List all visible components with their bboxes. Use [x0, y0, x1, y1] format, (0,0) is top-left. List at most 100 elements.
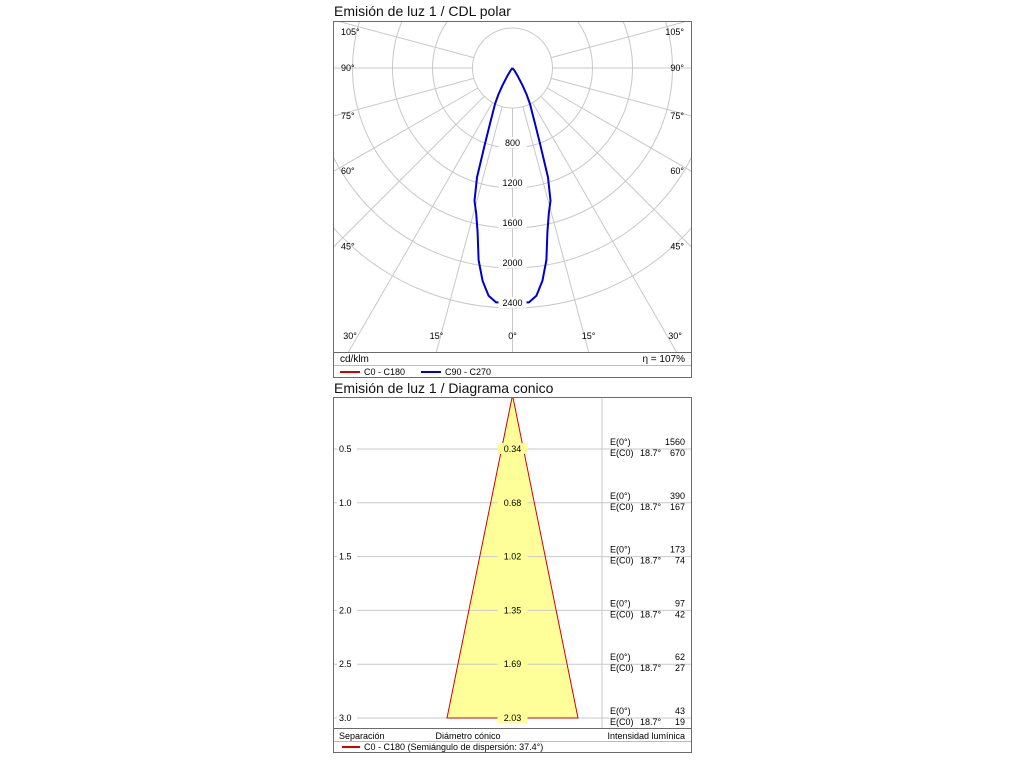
cone-e0-value: 1560 — [665, 437, 685, 447]
cone-angle-value: 18.7° — [640, 556, 662, 566]
legend-label: C90 - C270 — [445, 366, 492, 377]
cone-e0-label: E(0°) — [610, 706, 631, 716]
cone-e0-label: E(0°) — [610, 437, 631, 447]
polar-radial-label-bg — [498, 137, 527, 148]
cone-e0-label: E(0°) — [610, 598, 631, 608]
polar-angle-label: 30° — [668, 331, 682, 341]
polar-angle-label: 105° — [665, 27, 684, 37]
cone-diameter-label-bg — [497, 604, 528, 616]
cone-separation-label-bg — [337, 550, 357, 562]
cone-separation-label: 2.5 — [339, 659, 352, 669]
polar-grid-ray — [550, 77, 691, 117]
cone-diameter-label-bg — [497, 712, 528, 723]
cone-ec0-label: E(C0) — [610, 448, 634, 458]
polar-legend-item: C0 - C180 — [340, 367, 405, 377]
polar-grid-ray — [550, 22, 686, 59]
cone-ec0-value: 670 — [670, 448, 685, 458]
cone-diameter-label: 2.03 — [504, 713, 522, 723]
cone-angle-value: 18.7° — [640, 663, 662, 673]
polar-radial-label: 1200 — [502, 178, 522, 188]
cone-ec0-label: E(C0) — [610, 556, 634, 566]
polar-angle-label: 90° — [341, 63, 355, 73]
polar-radial-label: 2000 — [502, 258, 522, 268]
polar-legend-bar: cd/klm η = 107% C0 - C180 C90 - C270 — [333, 352, 692, 378]
polar-efficiency-label: η = 107% — [642, 353, 685, 365]
polar-radial-label: 800 — [505, 138, 520, 148]
cone-footer-labels: Diámetro cónico Separación Intensidad lu… — [334, 730, 691, 741]
polar-angle-label: 75° — [670, 111, 684, 121]
polar-grid-ray — [532, 102, 678, 352]
legend-label: C0 - C180 — [364, 366, 406, 377]
legend-line-swatch — [342, 746, 360, 748]
polar-angle-label: 45° — [670, 242, 684, 252]
cone-e0-label: E(0°) — [610, 545, 631, 555]
polar-angle-label: 30° — [343, 331, 357, 341]
cone-ec0-label: E(C0) — [610, 717, 634, 727]
cone-diameter-label: 1.02 — [504, 552, 522, 562]
polar-angle-label: 75° — [341, 111, 355, 121]
cone-diameter-label: 0.34 — [504, 444, 522, 454]
polar-grid-ray — [347, 102, 493, 352]
cone-ec0-value: 27 — [675, 663, 685, 673]
cone-e0-value: 43 — [675, 706, 685, 716]
cone-separation-label: 3.0 — [339, 713, 352, 723]
polar-grid-ray — [522, 106, 590, 352]
polar-radial-label-bg — [498, 257, 527, 268]
cone-legend-label: C0 - C180 (Semiángulo de dispersión: 37.… — [364, 742, 544, 752]
cone-diameter-label: 1.35 — [504, 605, 522, 615]
cone-diameter-label-bg — [497, 658, 528, 670]
polar-radial-label-bg — [498, 177, 527, 188]
cone-legend-row: C0 - C180 (Semiángulo de dispersión: 37.… — [334, 741, 691, 752]
cone-separation-label-bg — [337, 443, 357, 454]
cone-e0-value: 97 — [675, 598, 685, 608]
polar-legend-row-top: cd/klm η = 107% — [334, 353, 691, 365]
cone-e0-label: E(0°) — [610, 491, 631, 501]
cone-ec0-value: 19 — [675, 717, 685, 727]
polar-grid-ray — [334, 87, 479, 172]
polar-radial-label-bg — [498, 297, 527, 308]
polar-grid-ray — [334, 95, 485, 248]
cone-footer-intensity-label: Intensidad lumínica — [607, 731, 685, 741]
cone-diameter-label-bg — [497, 443, 528, 454]
polar-legend-items: C0 - C180 C90 - C270 — [334, 365, 691, 377]
cone-diameter-label-bg — [497, 496, 528, 508]
cone-separation-label-bg — [337, 604, 357, 616]
polar-chart-title: Emisión de luz 1 / CDL polar — [334, 3, 511, 19]
polar-angle-label: 60° — [670, 166, 684, 176]
cone-separation-label: 0.5 — [339, 444, 352, 454]
cone-e0-label: E(0°) — [610, 652, 631, 662]
polar-angle-label: 15° — [430, 331, 444, 341]
cone-separation-label-bg — [337, 658, 357, 670]
cone-ec0-label: E(C0) — [610, 502, 634, 512]
cone-e0-value: 173 — [670, 545, 685, 555]
cone-ec0-value: 167 — [670, 502, 685, 512]
cone-chart-frame: 0.5 0.34 E(0°) 1560 E(C0) 18.7° 670 1.0 0.68 E(0°… — [333, 397, 692, 729]
cone-chart-title: Emisión de luz 1 / Diagrama conico — [334, 380, 554, 396]
cone-footer: Diámetro cónico Separación Intensidad lu… — [333, 728, 692, 753]
cone-angle-value: 18.7° — [640, 609, 662, 619]
cone-e0-value: 62 — [675, 652, 685, 662]
cone-ec0-value: 74 — [675, 556, 685, 566]
cone-ec0-value: 42 — [675, 609, 685, 619]
legend-line-swatch — [421, 370, 442, 373]
cone-chart: 0.5 0.34 E(0°) 1560 E(C0) 18.7° 670 1.0 0.68 E(0°… — [334, 398, 691, 728]
polar-grid-ray — [334, 77, 475, 117]
cone-angle-value: 18.7° — [640, 448, 662, 458]
cone-separation-label-bg — [337, 712, 357, 723]
polar-angle-label: 105° — [341, 27, 360, 37]
polar-unit-label: cd/klm — [340, 353, 369, 365]
cone-ec0-label: E(C0) — [610, 663, 634, 673]
cone-e0-value: 390 — [670, 491, 685, 501]
legend-line-swatch — [340, 370, 360, 373]
cone-separation-label: 1.0 — [339, 498, 352, 508]
polar-grid-ray — [435, 106, 503, 352]
cone-separation-label: 1.5 — [339, 552, 352, 562]
polar-chart: 800 1200 1600 2000 2400 15° 30° 45° 60° 75° 90° 105… — [334, 22, 691, 352]
cone-separation-label-bg — [337, 496, 357, 508]
polar-chart-frame: 800 1200 1600 2000 2400 15° 30° 45° 60° 75° 90° 105… — [333, 21, 692, 353]
cone-diameter-label: 0.68 — [504, 498, 522, 508]
cone-footer-separation-label: Separación — [339, 731, 385, 741]
polar-angle-label: 0° — [508, 331, 517, 341]
polar-grid-ray — [339, 22, 475, 59]
